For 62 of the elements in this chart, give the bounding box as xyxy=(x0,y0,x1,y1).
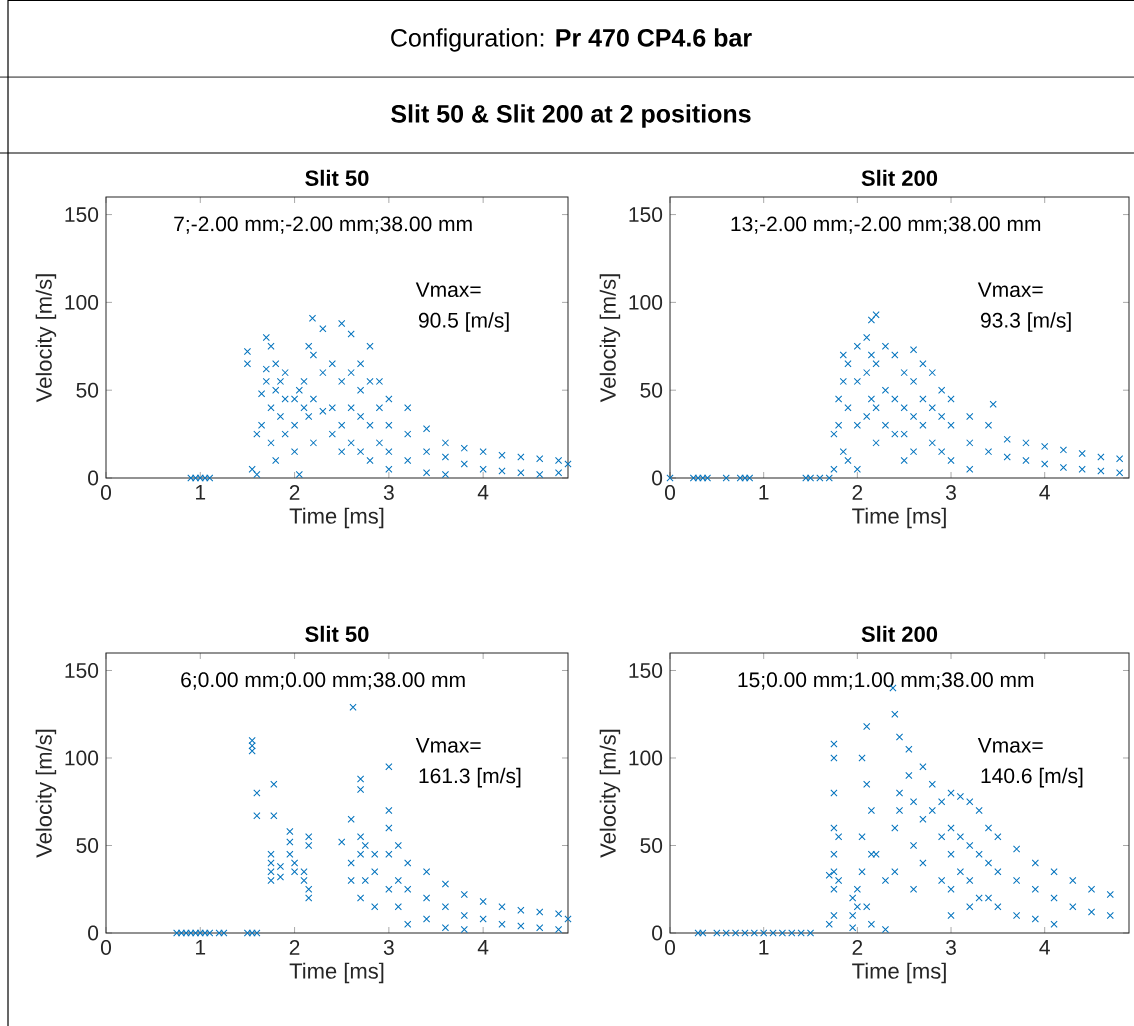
x-tick-label: 3 xyxy=(945,485,956,500)
x-tick-label: 3 xyxy=(383,485,394,500)
text: Configuration: Pr 470 CP4.6 bar xyxy=(391,28,752,52)
annotation: 90.5 [m/s] xyxy=(418,312,509,332)
annotation: Vmax= xyxy=(977,738,1043,753)
chart-title: Slit 200 xyxy=(861,625,938,642)
x-tick-label: 4 xyxy=(1039,485,1050,500)
y-axis-title: Velocity [m/s] xyxy=(35,274,57,403)
x-tick-label: 1 xyxy=(196,940,206,955)
annotation: 13;-2.00 mm;-2.00 mm;38.00 mm xyxy=(731,216,1041,234)
x-tick-label: 4 xyxy=(477,940,489,955)
y-tick-label: 150 xyxy=(65,207,99,223)
x-tick-label: 2 xyxy=(852,485,863,500)
chart-title: Slit 50 xyxy=(305,169,369,186)
annotation: 93.3 [m/s] xyxy=(980,312,1071,332)
chart-title: Slit 200 xyxy=(861,169,938,186)
annotation: 140.6 [m/s] xyxy=(981,767,1083,788)
y-tick-label: 50 xyxy=(640,838,663,853)
x-tick-label: 2 xyxy=(289,485,300,500)
chart-title: Slit 50 xyxy=(305,625,369,642)
y-tick-label: 0 xyxy=(652,470,663,486)
annotation: Vmax= xyxy=(977,282,1043,298)
y-tick-label: 100 xyxy=(65,750,99,766)
x-tick-label: 1 xyxy=(759,940,769,955)
x-tick-label: 4 xyxy=(477,485,489,500)
x-tick-label: 4 xyxy=(1039,940,1050,955)
x-tick-label: 1 xyxy=(759,485,769,500)
x-tick-label: 2 xyxy=(289,940,300,955)
x-tick-label: 1 xyxy=(196,485,206,500)
x-axis-title: Time [ms] xyxy=(852,507,946,529)
y-axis-title: Velocity [m/s] xyxy=(599,274,621,403)
y-tick-label: 50 xyxy=(640,382,663,398)
x-tick-label: 2 xyxy=(852,940,863,955)
x-axis-title: Time [ms] xyxy=(852,962,946,984)
annotation: Vmax= xyxy=(415,738,481,753)
x-axis-title: Time [ms] xyxy=(289,507,384,529)
x-tick-label: 0 xyxy=(664,485,676,500)
annotation: 7;-2.00 mm;-2.00 mm;38.00 mm xyxy=(174,216,472,234)
x-tick-label: 0 xyxy=(100,485,112,500)
x-tick-label: 3 xyxy=(945,940,956,955)
y-tick-label: 0 xyxy=(88,925,99,941)
annotation: 161.3 [m/s] xyxy=(419,767,521,788)
annotation: 15;0.00 mm;1.00 mm;38.00 mm xyxy=(738,672,1034,690)
y-tick-label: 100 xyxy=(65,294,99,310)
x-tick-label: 3 xyxy=(383,940,394,955)
y-tick-label: 100 xyxy=(629,750,663,766)
x-tick-label: 0 xyxy=(664,940,676,955)
y-tick-label: 150 xyxy=(629,663,663,678)
x-axis-title: Time [ms] xyxy=(289,962,384,984)
y-tick-label: 150 xyxy=(65,663,99,678)
annotation: Vmax= xyxy=(415,282,481,298)
y-tick-label: 0 xyxy=(652,925,663,941)
y-tick-label: 0 xyxy=(88,470,99,486)
y-tick-label: 50 xyxy=(76,838,99,853)
y-tick-label: 50 xyxy=(76,382,99,398)
y-tick-label: 150 xyxy=(629,207,663,223)
y-axis-title: Velocity [m/s] xyxy=(35,729,57,858)
text: Slit 50 & Slit 200 at 2 positions xyxy=(391,104,751,128)
annotation: 6;0.00 mm;0.00 mm;38.00 mm xyxy=(181,672,465,690)
x-tick-label: 0 xyxy=(100,940,112,955)
y-axis-title: Velocity [m/s] xyxy=(599,729,621,858)
y-tick-label: 100 xyxy=(629,294,663,310)
